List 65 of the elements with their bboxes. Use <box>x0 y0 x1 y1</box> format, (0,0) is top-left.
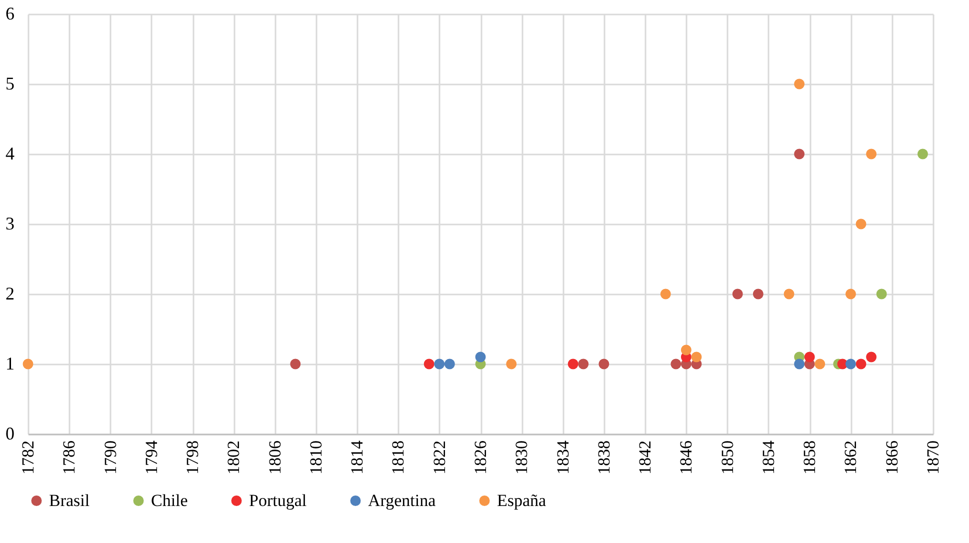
y-tick-label: 1 <box>6 354 14 374</box>
x-tick-label: 1830 <box>512 440 532 474</box>
x-tick-label: 1782 <box>18 440 38 474</box>
point <box>784 288 794 300</box>
point <box>794 148 805 160</box>
x-tick-label: 1806 <box>265 440 284 474</box>
x-tick-label: 1866 <box>882 440 902 474</box>
x-tick-label: 1854 <box>758 440 778 474</box>
x-tick-label: 1794 <box>142 440 161 474</box>
point <box>794 358 805 370</box>
point <box>680 344 692 356</box>
point <box>866 148 877 160</box>
y-tick-label: 0 <box>6 424 14 444</box>
x-tick-label: 1838 <box>594 440 614 474</box>
x-tick-label: 1846 <box>676 440 696 474</box>
x-tick-label: 1826 <box>471 440 490 474</box>
point <box>804 352 815 362</box>
x-tick-label: 1786 <box>60 440 79 474</box>
x-tick-label: 1850 <box>718 440 737 474</box>
point <box>444 358 455 370</box>
x-tick-label: 1862 <box>841 440 860 474</box>
legend-label: España <box>497 490 547 510</box>
x-tick-label: 1818 <box>388 440 408 474</box>
point <box>660 288 671 300</box>
x-tick-label: 1814 <box>348 440 367 474</box>
y-tick-label: 6 <box>6 4 14 24</box>
point <box>598 358 610 370</box>
legend-label: Chile <box>151 490 188 510</box>
point <box>434 358 445 370</box>
point <box>475 352 486 362</box>
legend-label: Brasil <box>49 490 90 510</box>
legend-label: Portugal <box>249 490 307 510</box>
point <box>866 352 877 362</box>
point <box>845 288 856 300</box>
point <box>814 358 826 370</box>
point <box>670 358 682 370</box>
x-tick-label: 1842 <box>636 440 655 474</box>
legend-label: Argentina <box>368 490 436 510</box>
x-tick-label: 1834 <box>553 440 572 474</box>
point <box>917 148 928 160</box>
point <box>506 358 517 370</box>
point <box>578 358 589 370</box>
point <box>290 358 301 370</box>
point <box>856 218 866 230</box>
x-tick-label: 1802 <box>224 440 244 474</box>
y-tick-label: 5 <box>6 74 14 94</box>
point <box>691 352 702 362</box>
point <box>732 288 743 300</box>
point <box>424 358 434 370</box>
x-tick-label: 1858 <box>800 440 820 474</box>
x-tick-label: 1790 <box>100 440 120 474</box>
y-tick-label: 3 <box>6 214 14 234</box>
x-tick-label: 1822 <box>430 440 449 474</box>
point <box>845 358 856 370</box>
x-tick-label: 1798 <box>183 440 202 474</box>
point <box>856 358 866 370</box>
point <box>22 358 34 370</box>
y-tick-label: 2 <box>6 284 14 304</box>
y-tick-label: 4 <box>6 144 14 164</box>
x-tick-label: 1810 <box>306 440 326 474</box>
point <box>876 288 887 300</box>
x-tick-label: 1870 <box>924 440 942 474</box>
point <box>752 288 764 300</box>
point <box>568 358 578 370</box>
point <box>794 78 805 90</box>
